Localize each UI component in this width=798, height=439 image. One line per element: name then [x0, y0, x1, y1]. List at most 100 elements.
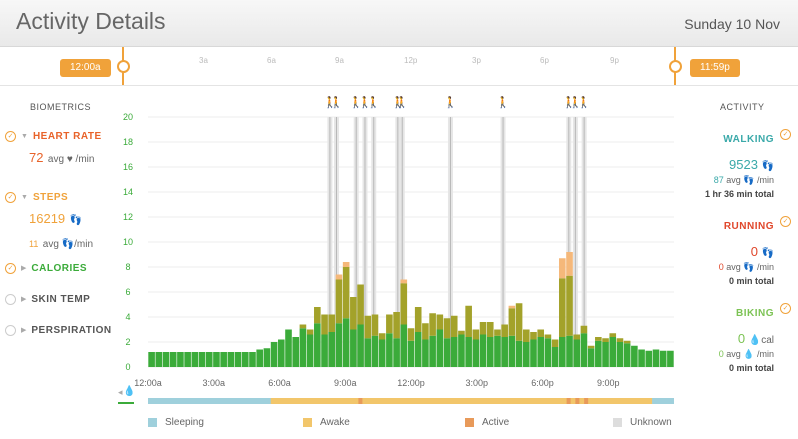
running-total: 0 min total: [728, 276, 774, 286]
legend-active: Active: [465, 417, 509, 428]
walker-icon: 🚶: [367, 96, 381, 109]
date-label[interactable]: Sunday 10 Nov: [684, 16, 780, 32]
timeline-tick: 6p: [540, 56, 549, 65]
y-tick-label: 4: [125, 312, 130, 322]
bar-segment: [249, 352, 256, 367]
y-tick-label: 0: [125, 362, 130, 372]
bar-segment: [515, 340, 523, 367]
check-icon[interactable]: ✓: [5, 262, 16, 274]
bar-segment: [422, 339, 429, 367]
biking-value: 0: [737, 331, 746, 346]
biking-unit: cal: [761, 335, 774, 346]
footsteps-icon: 👣: [761, 248, 774, 259]
drop-icon: 💧: [123, 384, 135, 397]
y-tick-label: 16: [123, 162, 133, 172]
running-section[interactable]: RUNNING ✓ 0 👣 0 avg 👣 /min 0 min total: [718, 216, 791, 286]
steps-section[interactable]: ✓ ▼ STEPS 16219 👣 11 avg 👣/min: [5, 190, 93, 252]
bar-segment: [335, 323, 343, 367]
bar-segment: [328, 332, 336, 367]
bar-segment: [609, 337, 617, 367]
bar-segment: [342, 267, 350, 319]
bar-segment: [580, 325, 588, 334]
heart-rate-label: HEART RATE: [32, 130, 102, 142]
biking-section[interactable]: BIKING ✓ 0 💧cal 0 avg 💧 /min 0 min total: [719, 303, 791, 373]
walker-icon: 🚶: [569, 96, 583, 109]
end-time-handle-label[interactable]: 11:59p: [690, 59, 740, 77]
skin-temp-section[interactable]: ▶ SKIN TEMP: [5, 292, 90, 306]
perspiration-label: PERSPIRATION: [31, 324, 112, 336]
walker-icon: 🚶: [577, 96, 591, 109]
timeline-scrubber[interactable]: 12:00a 11:59p 3a 6a 9a 12p 3p 6p 9p: [0, 47, 798, 86]
bar-segment: [306, 334, 314, 367]
bar-segment: [277, 339, 285, 367]
bar-segment: [386, 333, 393, 367]
bar-segment: [501, 324, 508, 337]
bar-segment: [378, 339, 386, 367]
x-tick-label: 12:00p: [397, 378, 425, 388]
bar-segment: [184, 352, 191, 367]
bar-segment: [263, 348, 271, 367]
bar-segment: [306, 329, 314, 335]
check-icon[interactable]: ✓: [5, 191, 16, 203]
steps-value: 16219: [29, 211, 66, 226]
page-header: Activity Details Sunday 10 Nov: [0, 0, 798, 47]
activity-heading: ACTIVITY: [720, 102, 765, 112]
bar-segment: [494, 329, 501, 336]
steps-avg: 11: [29, 239, 39, 249]
start-time-handle-label[interactable]: 12:00a: [60, 59, 111, 77]
unchecked-icon[interactable]: [5, 324, 16, 336]
bar-segment: [393, 312, 400, 339]
walking-section[interactable]: WALKING ✓ 9523 👣 87 avg 👣 /min 1 hr 36 m…: [705, 129, 791, 199]
x-tick-label: 6:00p: [531, 378, 554, 388]
legend-label: Unknown: [630, 417, 672, 428]
bar-segment: [623, 340, 631, 344]
bar-segment: [400, 283, 408, 325]
steps-label: STEPS: [32, 191, 69, 203]
y-tick-label: 20: [123, 112, 133, 122]
bar-segment: [443, 338, 451, 367]
y-tick-label: 18: [123, 137, 133, 147]
bar-segment: [400, 279, 408, 284]
bar-segment: [659, 350, 667, 367]
bar-segment: [342, 262, 350, 267]
walker-icon: 🚶: [349, 96, 363, 109]
bar-segment: [241, 352, 249, 367]
bar-segment: [645, 350, 653, 367]
bar-segment: [450, 337, 458, 367]
bar-segment: [285, 329, 292, 367]
bar-segment: [371, 314, 379, 336]
bar-segment: [371, 335, 379, 367]
walker-icon: 🚶: [323, 96, 337, 109]
walking-value: 9523: [729, 157, 758, 172]
bar-segment: [458, 334, 465, 367]
unchecked-icon[interactable]: [5, 293, 16, 305]
check-icon[interactable]: ✓: [780, 303, 791, 314]
bar-segment: [479, 334, 487, 367]
biking-label: BIKING: [736, 308, 774, 319]
bar-segment: [198, 352, 206, 367]
start-time-handle[interactable]: [117, 60, 130, 73]
bar-segment: [213, 352, 220, 367]
end-time-handle[interactable]: [669, 60, 682, 73]
bar-segment: [450, 315, 458, 337]
check-icon[interactable]: ✓: [780, 216, 791, 227]
heart-rate-section[interactable]: ✓ ▼ HEART RATE 72 avg ♥ /min: [5, 129, 102, 167]
bar-segment: [537, 329, 545, 337]
caret-icon: ▶: [21, 265, 27, 272]
biometrics-heading: BIOMETRICS: [30, 102, 92, 112]
bar-segment: [177, 352, 184, 367]
check-icon[interactable]: ✓: [780, 129, 791, 140]
legend-swatch: [613, 418, 622, 427]
check-icon[interactable]: ✓: [5, 130, 16, 142]
bar-segment: [551, 347, 559, 367]
perspiration-section[interactable]: ▶ PERSPIRATION: [5, 323, 112, 337]
bar-segment: [407, 340, 415, 367]
biking-total: 0 min total: [728, 363, 774, 373]
bar-segment: [479, 322, 487, 335]
running-avg: 0: [718, 262, 724, 272]
calories-label: CALORIES: [31, 262, 88, 274]
y-tick-label: 2: [125, 337, 130, 347]
calories-section[interactable]: ✓ ▶ CALORIES: [5, 261, 87, 275]
timeline-tick: 9a: [335, 56, 344, 65]
